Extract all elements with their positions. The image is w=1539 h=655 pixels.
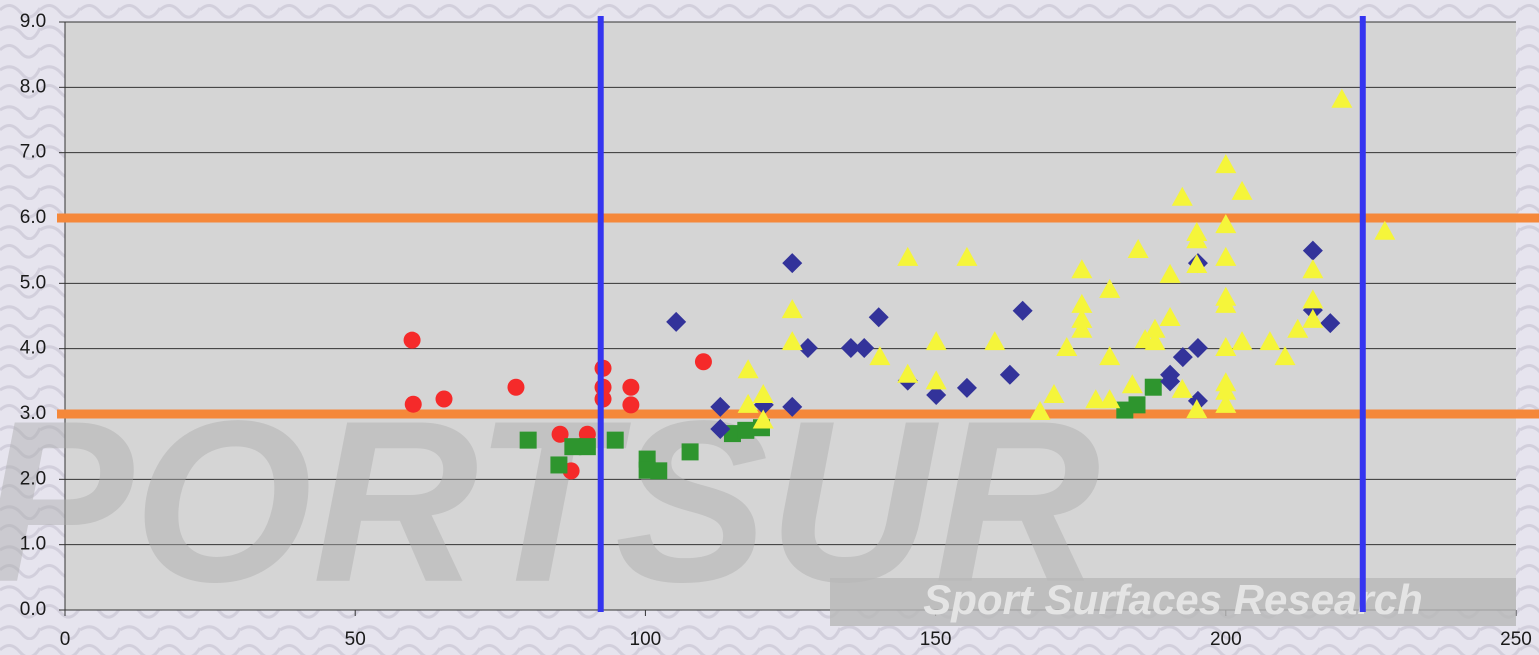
point [507, 379, 524, 396]
page: PORTSUR Sport Surfaces Research 0.01.02.… [0, 0, 1539, 655]
point [404, 332, 421, 349]
chart: PORTSUR Sport Surfaces Research 0.01.02.… [0, 0, 1539, 655]
point [650, 462, 667, 479]
y-tick-label: 0.0 [20, 599, 46, 620]
point [737, 422, 754, 439]
point [622, 379, 639, 396]
y-tick-label: 8.0 [20, 76, 46, 97]
y-tick-label: 4.0 [20, 338, 46, 359]
y-tick-label: 6.0 [20, 207, 46, 228]
y-tick-label: 3.0 [20, 403, 46, 424]
point [405, 396, 422, 413]
point [695, 353, 712, 370]
x-tick-label: 150 [920, 629, 952, 650]
point [550, 456, 567, 473]
point [436, 390, 453, 407]
y-tick-label: 9.0 [20, 11, 46, 32]
y-tick-label: 2.0 [20, 468, 46, 489]
point [520, 432, 537, 449]
y-tick-label: 5.0 [20, 272, 46, 293]
x-tick-label: 100 [630, 629, 662, 650]
point [579, 438, 596, 455]
x-tick-label: 50 [345, 629, 366, 650]
x-tick-label: 0 [60, 629, 71, 650]
point [1145, 379, 1162, 396]
y-tick-label: 7.0 [20, 142, 46, 163]
y-tick-label: 1.0 [20, 534, 46, 555]
x-tick-label: 250 [1500, 629, 1532, 650]
point [1128, 396, 1145, 413]
x-tick-label: 200 [1210, 629, 1242, 650]
watermark-text: Sport Surfaces Research [923, 576, 1423, 623]
point [682, 443, 699, 460]
point [622, 396, 639, 413]
point [607, 432, 624, 449]
point [564, 438, 581, 455]
